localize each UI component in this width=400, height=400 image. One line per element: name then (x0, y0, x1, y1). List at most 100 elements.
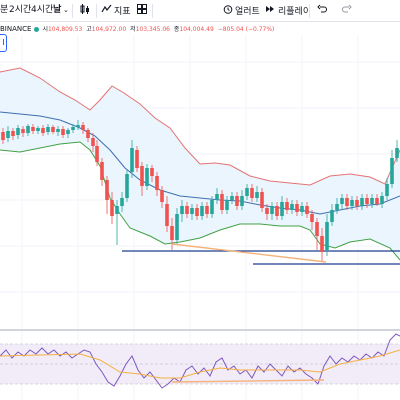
chevron-down-icon[interactable]: ⌄ (63, 6, 69, 14)
candle-body (390, 158, 394, 184)
candle-body (6, 131, 10, 138)
candle-body (71, 127, 75, 130)
candle-body (280, 202, 284, 216)
bollinger-lower-line (0, 141, 400, 261)
candle-body (275, 206, 279, 216)
candle-body (360, 198, 364, 206)
candle-body (195, 208, 199, 216)
toolbar-divider (72, 4, 73, 18)
candle-body (110, 200, 114, 216)
candle-body (115, 206, 119, 214)
interval-day[interactable]: 날 (53, 5, 62, 15)
candle-body (215, 194, 219, 200)
candle-body (260, 192, 264, 208)
replay-button[interactable]: 리플레이 (265, 4, 311, 18)
candle-body (325, 222, 329, 250)
rsi-line (0, 333, 400, 389)
candle-body (41, 128, 45, 133)
candle-body (66, 130, 70, 134)
low-value: 103,345.06 (135, 26, 170, 33)
candle-body (250, 188, 254, 198)
candle-body (190, 208, 194, 214)
candle-body (170, 226, 174, 240)
open-value: 104,809.53 (47, 26, 83, 33)
candle-body (370, 198, 374, 204)
indicators-icon (101, 4, 112, 13)
replay-label: 리플레이 (278, 7, 312, 17)
alert-button[interactable]: 얼러트 (223, 4, 260, 18)
candle-body (155, 176, 159, 190)
candle-body (265, 208, 269, 214)
candle-body (290, 204, 294, 210)
candle-body (26, 126, 30, 133)
interval-2h[interactable]: 2시간 (9, 5, 32, 15)
candles-icon[interactable] (79, 4, 91, 19)
interval-4h[interactable]: 4시간 (31, 5, 54, 15)
low-label: 저 (130, 26, 136, 33)
candle-body (350, 200, 354, 206)
candle-body (205, 206, 209, 214)
candle-body (51, 127, 55, 132)
candle-body (61, 129, 65, 135)
candle-body (245, 188, 249, 196)
candle-body (365, 198, 369, 204)
candle-body (335, 204, 339, 210)
bollinger-upper-line (0, 67, 400, 186)
high-value: 104,972.00 (91, 26, 127, 33)
market-status-dot (34, 27, 40, 32)
close-value: 104,004.49 (179, 26, 214, 33)
bollinger-basis-line (0, 111, 400, 215)
candle-body (135, 150, 139, 168)
candle-body (220, 194, 224, 210)
candle-body (270, 206, 274, 214)
horizontal-lines (122, 250, 400, 265)
candle-body (165, 204, 169, 226)
candle-body (120, 198, 124, 206)
candle-body (91, 138, 95, 146)
interval-minutes[interactable]: 분 (0, 5, 9, 15)
candle-body (185, 206, 189, 214)
candle-body (16, 128, 20, 135)
alert-label: 얼러트 (235, 7, 260, 17)
candle-body (310, 214, 314, 222)
candle-body (1, 132, 5, 140)
trendline-price (171, 243, 327, 263)
rsi-ma-line (0, 349, 400, 379)
high-label: 고 (86, 26, 92, 33)
candle-body (340, 198, 344, 204)
redo-icon[interactable] (342, 4, 352, 18)
candle-body (105, 180, 109, 200)
candle-body (86, 130, 90, 138)
price-chart[interactable] (0, 22, 400, 400)
candle-body (150, 168, 154, 176)
candle-body (160, 190, 164, 202)
alarm-clock-icon (223, 5, 233, 14)
object-tree-tab[interactable] (0, 34, 7, 52)
candle-body (230, 196, 234, 200)
undo-icon[interactable] (317, 4, 327, 18)
candle-body (305, 206, 309, 214)
candle-body (125, 174, 129, 198)
candle-body (295, 204, 299, 212)
candle-body (255, 192, 259, 198)
candle-body (21, 129, 25, 133)
candle-body (320, 236, 324, 252)
candle-body (380, 196, 384, 204)
candle-body (355, 200, 359, 206)
candle-body (145, 168, 149, 186)
candle-body (175, 214, 179, 240)
candle-body (100, 162, 104, 180)
indicators-button[interactable]: 지표 (101, 4, 131, 18)
grid-icon[interactable] (137, 4, 147, 18)
toolbar-divider (152, 4, 153, 18)
price-legend: BINANCE 시104,809.53 고104,972.00 저103,345.… (0, 23, 276, 35)
top-toolbar: 분 2시간 4시간 날 ⌄ 지표 얼러트 리플레이 (0, 0, 400, 22)
candle-body (140, 166, 144, 186)
candle-body (385, 184, 389, 196)
candle-body (395, 148, 399, 158)
candle-body (210, 200, 214, 214)
candle-body (11, 131, 15, 136)
candle-body (315, 222, 319, 236)
candle-body (235, 196, 239, 206)
replay-icon (266, 6, 274, 12)
